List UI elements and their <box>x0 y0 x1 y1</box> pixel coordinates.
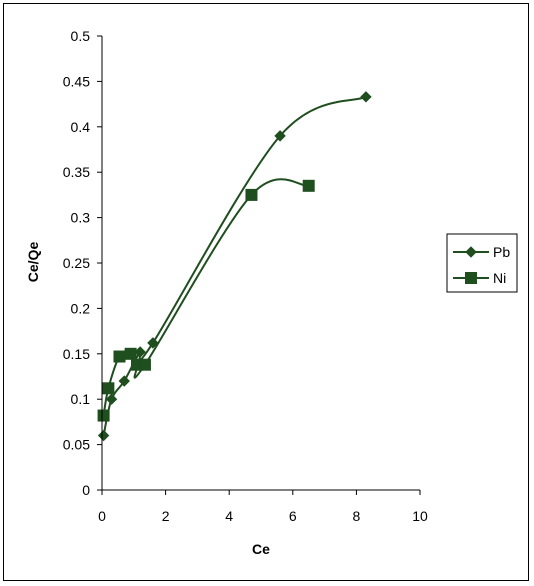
data-point-pb <box>147 337 159 349</box>
legend-label-pb: Pb <box>493 244 510 260</box>
x-axis-ticks: 0 2 4 6 8 10 <box>98 490 428 524</box>
data-point-pb <box>105 393 118 405</box>
series-ni <box>97 178 315 422</box>
data-point-ni <box>102 382 115 395</box>
data-point-pb <box>118 375 130 387</box>
data-point-pb <box>97 429 110 442</box>
series-line-ni <box>102 178 309 416</box>
series-pb <box>97 91 372 442</box>
y-tick-label: 0.5 <box>71 28 91 44</box>
chart-area <box>3 3 529 581</box>
y-tick-label: 0.25 <box>63 255 90 271</box>
y-tick-label: 0 <box>82 482 90 498</box>
data-point-ni <box>124 347 137 360</box>
x-tick-label: 4 <box>225 508 233 524</box>
y-tick-label: 0.2 <box>71 300 91 316</box>
data-point-ni <box>113 350 126 363</box>
x-tick-label: 0 <box>98 508 106 524</box>
x-tick-label: 10 <box>412 508 428 524</box>
x-tick-label: 8 <box>353 508 361 524</box>
x-tick-label: 6 <box>289 508 297 524</box>
legend-box <box>446 233 518 293</box>
data-point-ni <box>302 179 315 192</box>
legend-item-pb: Pb <box>453 244 510 260</box>
y-axis-ticks: 0 0.05 0.1 0.15 0.2 0.25 0.3 0.35 0.4 0.45 0.5 <box>63 28 102 498</box>
y-tick-label: 0.45 <box>63 73 90 89</box>
series-layer <box>97 91 372 442</box>
legend-item-ni: Ni <box>453 270 506 286</box>
legend-marker-pb <box>465 246 477 258</box>
y-axis-title: Ce/Qe <box>25 242 41 283</box>
legend-label-ni: Ni <box>493 270 506 286</box>
legend: Pb Ni <box>446 233 518 293</box>
data-point-ni <box>97 409 110 422</box>
data-point-ni <box>138 358 151 371</box>
data-point-pb <box>134 346 146 358</box>
y-tick-label: 0.1 <box>71 391 91 407</box>
y-tick-label: 0.05 <box>63 437 90 453</box>
y-tick-label: 0.35 <box>63 164 90 180</box>
legend-marker-ni <box>465 272 477 284</box>
data-point-pb <box>274 130 286 142</box>
data-point-pb <box>360 91 372 103</box>
x-tick-label: 2 <box>162 508 170 524</box>
x-axis-title: Ce <box>252 541 270 557</box>
data-point-ni <box>245 188 258 201</box>
y-tick-label: 0.4 <box>71 119 91 135</box>
y-tick-label: 0.3 <box>71 210 91 226</box>
y-tick-label: 0.15 <box>63 346 90 362</box>
series-line-pb <box>102 95 367 436</box>
